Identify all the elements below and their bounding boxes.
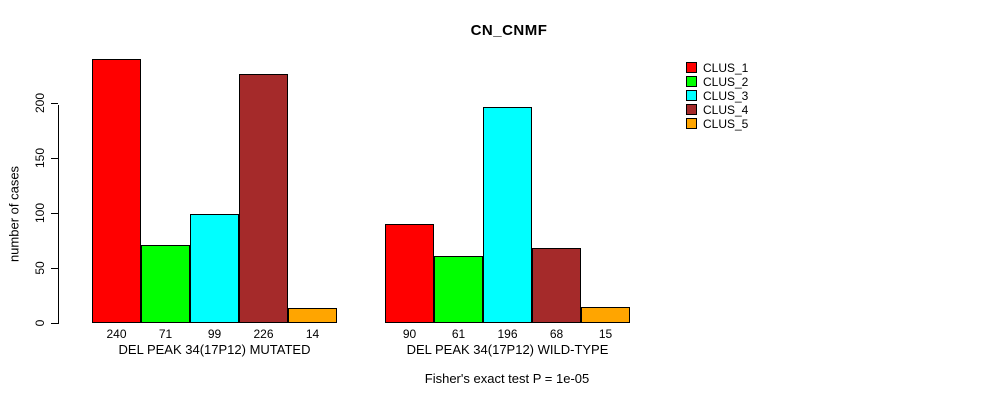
bar-value-label: 90: [402, 327, 417, 341]
y-axis-line: [58, 105, 59, 324]
y-tick-label: 200: [33, 92, 47, 114]
bar-value-label: 240: [106, 327, 127, 341]
legend: CLUS_1 CLUS_2 CLUS_3 CLUS_4 CLUS_5: [686, 61, 748, 131]
bar-value-label: 71: [158, 327, 173, 341]
y-tick-mark: [51, 103, 58, 104]
bar-clus_1: [385, 224, 434, 323]
y-tick-label: 50: [33, 261, 47, 275]
y-tick-mark: [51, 158, 58, 159]
legend-item: CLUS_5: [686, 116, 749, 131]
y-tick-mark: [51, 213, 58, 214]
bar-value-label: 14: [305, 327, 320, 341]
bar-clus_3: [190, 214, 239, 323]
bar-clus_2: [434, 255, 483, 323]
legend-label: CLUS_5: [703, 116, 749, 131]
y-axis-title: number of cases: [6, 165, 22, 263]
legend-label: CLUS_1: [703, 60, 749, 75]
fisher-test-annotation: Fisher's exact test P = 1e-05: [424, 371, 590, 386]
legend-color-swatch: [686, 90, 697, 101]
bar-clus_3: [483, 107, 532, 323]
bar-clus_2: [141, 244, 190, 323]
bar-clus_5: [581, 306, 630, 323]
legend-item: CLUS_3: [686, 88, 749, 103]
y-tick-label: 0: [33, 319, 47, 327]
group-axis-label: DEL PEAK 34(17P12) WILD-TYPE: [406, 342, 609, 357]
group-axis-label: DEL PEAK 34(17P12) MUTATED: [118, 342, 311, 357]
bar-clus_4: [532, 248, 581, 323]
legend-item: CLUS_1: [686, 60, 749, 75]
bar-value-label: 99: [207, 327, 222, 341]
bar-clus_1: [92, 59, 141, 323]
y-tick-label: 100: [33, 202, 47, 224]
legend-color-swatch: [686, 118, 697, 129]
bar-clus_4: [239, 74, 288, 323]
legend-color-swatch: [686, 62, 697, 73]
y-tick-mark: [51, 268, 58, 269]
legend-color-swatch: [686, 104, 697, 115]
bar-value-label: 68: [549, 327, 564, 341]
bar-value-label: 226: [253, 327, 274, 341]
legend-color-swatch: [686, 76, 697, 87]
chart-title: CN_CNMF: [470, 22, 548, 39]
bar-value-label: 61: [451, 327, 466, 341]
legend-label: CLUS_2: [703, 74, 749, 89]
legend-label: CLUS_3: [703, 88, 749, 103]
legend-item: CLUS_2: [686, 74, 749, 89]
y-tick-mark: [51, 323, 58, 324]
legend-item: CLUS_4: [686, 102, 749, 117]
y-tick-label: 150: [33, 147, 47, 169]
legend-label: CLUS_4: [703, 102, 749, 117]
bar-clus_5: [288, 307, 337, 323]
bar-value-label: 196: [497, 327, 518, 341]
bar-value-label: 15: [598, 327, 613, 341]
